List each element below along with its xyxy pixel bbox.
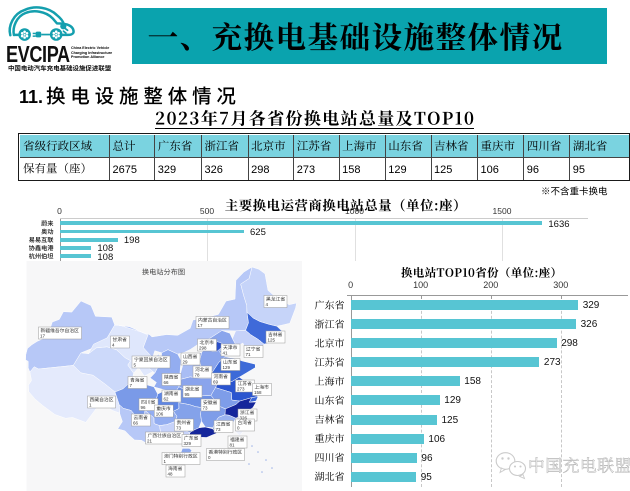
svg-text:73: 73	[203, 405, 209, 410]
svg-text:81: 81	[230, 442, 236, 447]
svg-text:1: 1	[164, 459, 167, 464]
svg-text:73: 73	[176, 425, 182, 430]
svg-text:329: 329	[184, 441, 192, 446]
svg-text:5: 5	[134, 362, 137, 367]
svg-text:41: 41	[223, 350, 229, 355]
svg-text:78: 78	[195, 372, 201, 377]
svg-text:17: 17	[40, 333, 46, 338]
svg-text:95: 95	[185, 392, 191, 397]
svg-text:0: 0	[208, 455, 211, 460]
svg-text:106: 106	[156, 411, 164, 416]
svg-text:129: 129	[223, 365, 231, 370]
svg-text:1: 1	[89, 402, 92, 407]
svg-text:71: 71	[246, 352, 252, 357]
svg-text:7: 7	[130, 383, 133, 388]
svg-text:4: 4	[266, 302, 269, 307]
svg-text:96: 96	[141, 405, 147, 410]
svg-text:326: 326	[240, 415, 248, 420]
svg-text:298: 298	[199, 345, 207, 350]
svg-text:125: 125	[268, 337, 276, 342]
svg-text:73: 73	[216, 427, 222, 432]
svg-text:69: 69	[213, 379, 219, 384]
svg-text:48: 48	[168, 471, 174, 476]
svg-text:0: 0	[237, 425, 240, 430]
svg-text:17: 17	[198, 323, 204, 328]
svg-text:21: 21	[147, 438, 153, 443]
svg-text:158: 158	[254, 390, 262, 395]
svg-text:29: 29	[183, 359, 189, 364]
svg-text:4: 4	[112, 342, 115, 347]
svg-text:62: 62	[164, 396, 170, 401]
svg-text:66: 66	[164, 380, 170, 385]
svg-text:273: 273	[237, 386, 245, 391]
svg-text:66: 66	[133, 420, 139, 425]
